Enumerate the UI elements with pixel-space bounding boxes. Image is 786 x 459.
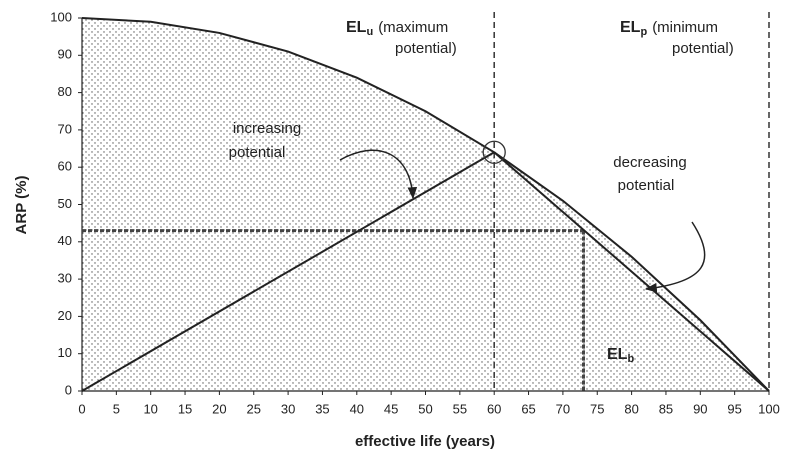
y-tick-label: 70 (58, 121, 72, 136)
x-tick-label: 65 (521, 401, 535, 416)
y-tick-label: 90 (58, 47, 72, 62)
x-tick-label: 100 (758, 401, 780, 416)
y-axis-label: ARP (%) (13, 176, 30, 235)
x-tick-label: 75 (590, 401, 604, 416)
annotation: ELp (minimum (620, 19, 718, 38)
x-tick-label: 90 (693, 401, 707, 416)
y-tick-label: 0 (65, 382, 72, 397)
annotation: potential (618, 177, 675, 194)
annotation: ELu (maximum (346, 19, 448, 38)
x-tick-label: 60 (487, 401, 501, 416)
line (81, 17, 770, 392)
x-tick-label: 20 (212, 401, 226, 416)
x-tick-label: 35 (315, 401, 329, 416)
x-tick-label: 80 (624, 401, 638, 416)
y-tick-label: 40 (58, 233, 72, 248)
x-tick-label: 95 (727, 401, 741, 416)
x-tick-label: 50 (418, 401, 432, 416)
x-axis-label: effective life (years) (355, 433, 495, 450)
y-tick-label: 20 (58, 308, 72, 323)
annotation: increasing (233, 120, 301, 137)
annotation: potential) (395, 40, 457, 57)
arrow (644, 221, 706, 293)
x-tick-label: 70 (556, 401, 570, 416)
y-tick-label: 100 (50, 9, 72, 24)
x-tick-label: 25 (247, 401, 261, 416)
line (493, 151, 770, 392)
x-tick-label: 30 (281, 401, 295, 416)
optimum-marker (482, 140, 506, 164)
x-tick-label: 55 (453, 401, 467, 416)
x-tick-label: 5 (113, 401, 120, 416)
line (81, 151, 495, 392)
x-tick-label: 15 (178, 401, 192, 416)
y-tick-label: 80 (58, 84, 72, 99)
annotation: potential (229, 144, 286, 161)
annotation: potential) (672, 40, 734, 57)
annotation: ELb (607, 346, 634, 365)
arrow (339, 149, 418, 200)
x-tick-label: 0 (78, 401, 85, 416)
x-tick-label: 40 (350, 401, 364, 416)
y-tick-label: 10 (58, 345, 72, 360)
x-tick-label: 10 (143, 401, 157, 416)
y-tick-label: 50 (58, 196, 72, 211)
x-tick-label: 85 (659, 401, 673, 416)
x-tick-label: 45 (384, 401, 398, 416)
y-tick-label: 30 (58, 271, 72, 286)
shaded-area (82, 18, 769, 391)
y-tick-label: 60 (58, 159, 72, 174)
annotation: decreasing (613, 154, 686, 171)
